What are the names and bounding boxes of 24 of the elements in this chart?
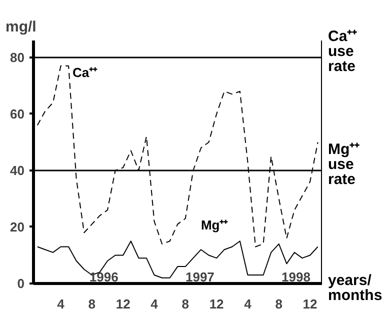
y-tick-label: 0	[17, 276, 25, 291]
y-axis-title: mg/l	[6, 18, 36, 36]
annotation: 1996	[89, 270, 118, 284]
annotation: 1998	[282, 270, 310, 284]
x-tick-label: 8	[275, 296, 282, 312]
y-tick-label: 60	[10, 106, 25, 122]
series-label: Mg⁺⁺	[200, 218, 229, 233]
series-label: Ca⁺⁺	[72, 65, 98, 80]
line-series	[36, 65, 318, 248]
x-tick-label: 4	[244, 296, 252, 312]
y-tick-label: 40	[10, 162, 25, 178]
x-tick-label: 4	[57, 296, 66, 312]
y-tick-label: 20	[10, 219, 25, 234]
x-tick-label: 4	[150, 296, 159, 312]
x-tick-label: 8	[88, 296, 96, 312]
x-tick-label: 8	[182, 296, 190, 312]
x-axis-title: years/ months	[328, 272, 382, 304]
y-tick-label: 80	[10, 50, 25, 65]
x-tick-label: 12	[209, 296, 224, 312]
ref-line-label: Ca⁺⁺ use rate	[328, 28, 358, 75]
ref-line-label: Mg⁺⁺ use rate	[328, 141, 360, 188]
annotation: 1997	[185, 270, 214, 284]
x-tick-label: 12	[302, 296, 318, 312]
x-tick-label: 12	[116, 296, 130, 312]
